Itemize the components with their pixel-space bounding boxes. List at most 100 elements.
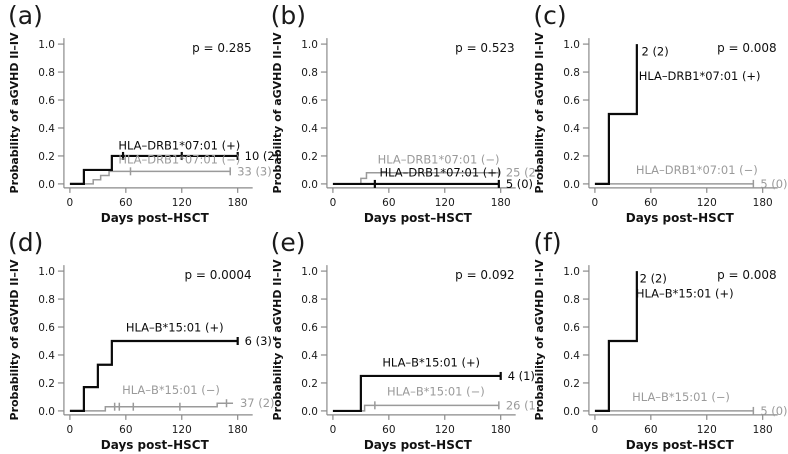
- survival-curve-positive: [595, 44, 639, 186]
- series-count-label: 2 (2): [640, 271, 667, 285]
- series-name-label: HLA–B*15:01 (+): [382, 356, 480, 370]
- y-axis-title: Probability of aGVHD II–IV: [271, 32, 284, 193]
- survival-curve-positive: [332, 374, 501, 413]
- series-name-label: HLA–B*15:01 (+): [126, 321, 224, 335]
- x-tick-label: 0: [67, 197, 74, 209]
- p-value-label: p = 0.008: [717, 268, 776, 282]
- x-tick-label: 180: [228, 424, 248, 436]
- series-count-label: 2 (2): [642, 44, 669, 58]
- series-end-label: 6 (3): [245, 334, 272, 348]
- y-axis-title: Probability of aGVHD II–IV: [533, 32, 546, 193]
- y-tick-label: 0.6: [38, 322, 55, 334]
- p-value-label: p = 0.285: [192, 41, 251, 55]
- series-name-label: HLA–B*15:01 (+): [636, 286, 734, 300]
- y-tick-label: 0.4: [301, 350, 318, 362]
- y-axis-title: Probability of aGVHD II–IV: [8, 32, 21, 193]
- panel-letter-d: (d): [8, 228, 44, 257]
- survival-curve-positive: [69, 339, 238, 413]
- y-tick-label: 0.6: [38, 95, 55, 107]
- y-axis-title: Probability of aGVHD II–IV: [271, 259, 284, 420]
- x-tick-label: 60: [644, 197, 657, 209]
- x-tick-label: 120: [434, 424, 454, 436]
- panel-letter-b: (b): [270, 1, 307, 30]
- x-tick-label: 120: [172, 197, 192, 209]
- series-name-label: HLA–B*15:01 (−): [387, 384, 485, 398]
- x-tick-label: 0: [67, 424, 74, 436]
- x-tick-label: 0: [592, 197, 599, 209]
- y-tick-label: 1.0: [564, 266, 581, 278]
- series-name-label: HLA–DRB1*07:01 (+): [379, 166, 501, 180]
- series-end-label: 10 (2): [245, 149, 279, 163]
- y-tick-label: 0.4: [38, 123, 55, 135]
- survival-curve-negative: [69, 170, 231, 185]
- y-tick-label: 0.0: [301, 179, 318, 191]
- y-tick-label: 0.2: [38, 151, 55, 163]
- y-tick-label: 1.0: [301, 266, 318, 278]
- x-tick-label: 180: [228, 197, 248, 209]
- x-tick-label: 120: [172, 424, 192, 436]
- survival-curve-negative: [69, 402, 234, 412]
- y-tick-label: 0.2: [564, 151, 581, 163]
- series-name-label: HLA–B*15:01 (−): [633, 390, 731, 404]
- panel-letter-f: (f): [533, 228, 562, 257]
- y-tick-label: 0.6: [564, 322, 581, 334]
- y-tick-label: 1.0: [301, 39, 318, 51]
- y-tick-label: 0.8: [38, 67, 55, 79]
- p-value-label: p = 0.092: [455, 268, 514, 282]
- panel-c: (c) 0.0 0.2 0.4 0.6 0.8 1.0 0 60 120 180 Probabili…: [525, 0, 788, 227]
- y-tick-label: 0.0: [38, 179, 55, 191]
- x-tick-label: 0: [329, 197, 336, 209]
- x-tick-label: 180: [753, 197, 773, 209]
- p-value-label: p = 0.008: [717, 41, 776, 55]
- series-name-label: HLA–DRB1*07:01 (+): [639, 69, 761, 83]
- y-tick-label: 0.0: [38, 406, 55, 418]
- x-axis-title: Days post–HSCT: [626, 438, 735, 452]
- x-axis-title: Days post–HSCT: [101, 211, 210, 225]
- x-tick-label: 120: [697, 197, 717, 209]
- y-tick-label: 0.2: [301, 151, 318, 163]
- series-end-label: 5 (0): [761, 404, 788, 418]
- series-end-label: 4 (1): [507, 369, 534, 383]
- series-end-label: 33 (3): [237, 164, 272, 178]
- x-axis-title: Days post–HSCT: [363, 211, 472, 225]
- y-tick-label: 0.6: [564, 95, 581, 107]
- survival-curve-positive: [595, 271, 639, 413]
- km-plot-f: 0.0 0.2 0.4 0.6 0.8 1.0 0 60 120 180 Probability o…: [533, 259, 788, 452]
- y-tick-label: 0.2: [564, 378, 581, 390]
- y-tick-label: 0.8: [564, 67, 581, 79]
- x-tick-label: 120: [434, 197, 454, 209]
- km-plot-d: 0.0 0.2 0.4 0.6 0.8 1.0 0 60 120 180 Probability o…: [8, 259, 275, 452]
- y-tick-label: 0.6: [301, 95, 318, 107]
- y-tick-label: 0.0: [564, 406, 581, 418]
- series-end-label: 5 (0): [761, 177, 788, 191]
- panel-f: (f) 0.0 0.2 0.4 0.6 0.8 1.0 0 60 120 180 Probabili…: [525, 227, 788, 454]
- panel-e: (e) 0.0 0.2 0.4 0.6 0.8 1.0 0 60 120 180 Probabili…: [263, 227, 540, 454]
- y-tick-label: 0.0: [301, 406, 318, 418]
- km-plot-b: 0.0 0.2 0.4 0.6 0.8 1.0 0 60 120 180 Probability o…: [271, 32, 540, 225]
- panel-letter-e: (e): [270, 228, 306, 257]
- y-tick-label: 0.8: [301, 294, 318, 306]
- x-tick-label: 120: [697, 424, 717, 436]
- y-tick-label: 0.6: [301, 322, 318, 334]
- series-name-label: HLA–DRB1*07:01 (−): [377, 152, 499, 166]
- series-name-label: HLA–DRB1*07:01 (+): [118, 138, 240, 152]
- panel-letter-a: (a): [8, 1, 43, 30]
- y-tick-label: 1.0: [38, 266, 55, 278]
- panel-d: (d) 0.0 0.2 0.4 0.6 0.8 1.0 0 60 120 180 Probabili…: [0, 227, 275, 454]
- y-tick-label: 0.2: [38, 378, 55, 390]
- panel-a: (a) 0.0 0.2 0.4 0.6 0.8 1.0 0 60 120 180 Probabili…: [0, 0, 279, 227]
- panel-b: (b) 0.0 0.2 0.4 0.6 0.8 1.0 0 60 120 180 Probabili…: [263, 0, 540, 227]
- panel-letter-c: (c): [533, 1, 567, 30]
- x-tick-label: 60: [382, 197, 395, 209]
- series-end-label: 37 (2): [240, 396, 275, 410]
- x-tick-label: 60: [382, 424, 395, 436]
- y-tick-label: 0.0: [564, 179, 581, 191]
- y-tick-label: 0.4: [301, 123, 318, 135]
- y-tick-label: 0.4: [564, 350, 581, 362]
- y-tick-label: 0.2: [301, 378, 318, 390]
- km-plot-e: 0.0 0.2 0.4 0.6 0.8 1.0 0 60 120 180 Probability o…: [271, 259, 540, 452]
- x-tick-label: 60: [644, 424, 657, 436]
- y-tick-label: 0.4: [38, 350, 55, 362]
- x-axis-title: Days post–HSCT: [101, 438, 210, 452]
